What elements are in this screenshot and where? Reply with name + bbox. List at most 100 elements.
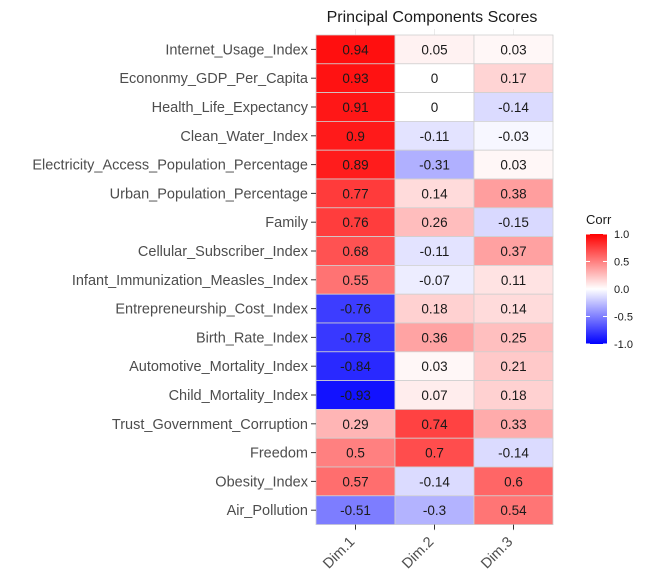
heatmap-cell (473, 236, 554, 266)
cell-value-label: 0.03 (421, 359, 447, 374)
cell-value-label: 0.76 (342, 215, 368, 230)
heatmap-cell (315, 236, 396, 266)
cell-value-label: 0.05 (421, 42, 447, 57)
heatmap-cell (394, 351, 475, 381)
cell-value-label: -0.15 (498, 215, 529, 230)
cell-value-label: 0.18 (500, 388, 526, 403)
cell-value-label: 0.54 (500, 503, 527, 518)
row-label: Infant_Immunization_Measles_Index (72, 273, 309, 289)
heatmap-cell (394, 178, 475, 209)
cell-value-label: -0.14 (419, 474, 450, 489)
heatmap-cell (315, 149, 396, 180)
heatmap-cell (394, 466, 475, 497)
column-label: Dim.3 (478, 534, 516, 572)
cell-value-label: 0 (431, 100, 439, 115)
cell-value-label: 0.91 (342, 100, 368, 115)
row-label: Air_Pollution (227, 503, 308, 519)
cell-value-label: 0.9 (346, 129, 365, 144)
heatmap-cell (394, 495, 475, 525)
heatmap-cell (394, 264, 475, 295)
row-label: Entrepreneurship_Cost_Index (115, 302, 308, 318)
row-label: Child_Mortality_Index (169, 388, 309, 404)
cell-value-label: -0.03 (498, 129, 529, 144)
legend: Corr 1.0 0.5 0.0 -0.5 -1.0 (586, 212, 633, 351)
row-label: Clean_Water_Index (180, 129, 308, 145)
row-label: Trust_Government_Corruption (112, 417, 308, 433)
cell-value-label: -0.93 (340, 388, 371, 403)
heatmap-cell (394, 408, 475, 439)
column-labels: Dim.1 Dim.2 Dim.3 (320, 524, 516, 572)
heatmap-cell (394, 92, 475, 122)
cell-value-label: 0.55 (342, 273, 368, 288)
heatmap-cell (394, 380, 475, 410)
legend-ticks: 1.0 0.5 0.0 -0.5 -1.0 (586, 229, 633, 351)
chart-title: Principal Components Scores (327, 9, 538, 26)
column-label: Dim.2 (399, 534, 437, 572)
heatmap-cell (473, 178, 554, 209)
cell-value-label: 0.94 (342, 42, 369, 57)
heatmap-cell (315, 322, 396, 353)
row-label: Birth_Rate_Index (196, 330, 309, 346)
cell-value-label: 0 (431, 71, 439, 86)
heatmap-cell (394, 437, 475, 468)
legend-tick-label: 0.0 (614, 284, 629, 296)
legend-colorbar (586, 234, 607, 344)
legend-title: Corr (586, 212, 612, 227)
cell-value-label: 0.68 (342, 244, 368, 259)
cell-value-label: -0.31 (419, 158, 450, 173)
legend-tick-label: 0.5 (614, 257, 629, 269)
cell-value-label: 0.7 (425, 446, 444, 461)
cell-value-label: 0.21 (500, 359, 526, 374)
cell-value-label: 0.6 (504, 474, 523, 489)
cell-value-label: 0.17 (500, 71, 526, 86)
heatmap-cell (473, 437, 554, 468)
heatmap-cell (315, 178, 396, 209)
heatmap-cell (473, 121, 554, 151)
heatmap-cell (473, 408, 554, 439)
cell-value-label: 0.38 (500, 186, 526, 201)
heatmap-cell (473, 293, 554, 324)
cell-value-label: 0.77 (342, 186, 368, 201)
heatmap-cell (315, 437, 396, 468)
heatmap-cell (473, 466, 554, 497)
cell-value-label: 0.14 (421, 186, 448, 201)
cell-value-label: 0.14 (500, 302, 527, 317)
row-label: Family (265, 215, 308, 231)
row-label: Internet_Usage_Index (165, 42, 308, 58)
row-label: Freedom (250, 446, 308, 462)
cell-value-label: 0.57 (342, 474, 368, 489)
column-label: Dim.1 (320, 534, 358, 572)
row-label: Urban_Population_Percentage (110, 186, 308, 202)
cell-value-label: 0.11 (501, 273, 526, 288)
cells-layer: 0.94 0.05 0.03 0.93 0 0.17 0.91 0 -0.14 0.9 -0.11 -… (315, 34, 554, 525)
row-label: Electricity_Access_Population_Percentage (32, 158, 308, 174)
heatmap-cell (315, 34, 396, 65)
cell-value-label: -0.07 (419, 273, 450, 288)
heatmap-cell (315, 466, 396, 497)
heatmap-cell (394, 236, 475, 266)
row-label: Econonmy_GDP_Per_Capita (119, 71, 309, 87)
cell-value-label: 0.26 (421, 215, 447, 230)
row-label: Automotive_Mortality_Index (129, 359, 309, 375)
heatmap-cell (473, 264, 554, 295)
row-label: Health_Life_Expectancy (152, 100, 309, 116)
heatmap-cell (315, 264, 396, 295)
cell-value-label: 0.03 (500, 42, 526, 57)
cell-value-label: 0.29 (342, 417, 368, 432)
legend-tick-label: 1.0 (614, 229, 629, 241)
cell-value-label: 0.03 (500, 158, 526, 173)
cell-value-label: 0.25 (500, 330, 526, 345)
heatmap-cell (394, 34, 475, 65)
cell-value-label: 0.07 (421, 388, 447, 403)
cell-value-label: -0.51 (340, 503, 371, 518)
heatmap-cell (473, 34, 554, 65)
heatmap-cell (473, 380, 554, 410)
cell-value-label: -0.11 (420, 129, 450, 144)
cell-value-label: -0.78 (340, 330, 371, 345)
heatmap-cell (473, 351, 554, 381)
cell-value-label: 0.36 (421, 330, 447, 345)
cell-value-label: -0.84 (340, 359, 371, 374)
cell-value-label: 0.93 (342, 71, 368, 86)
row-label: Cellular_Subscriber_Index (138, 244, 309, 260)
heatmap-cell (473, 495, 554, 525)
